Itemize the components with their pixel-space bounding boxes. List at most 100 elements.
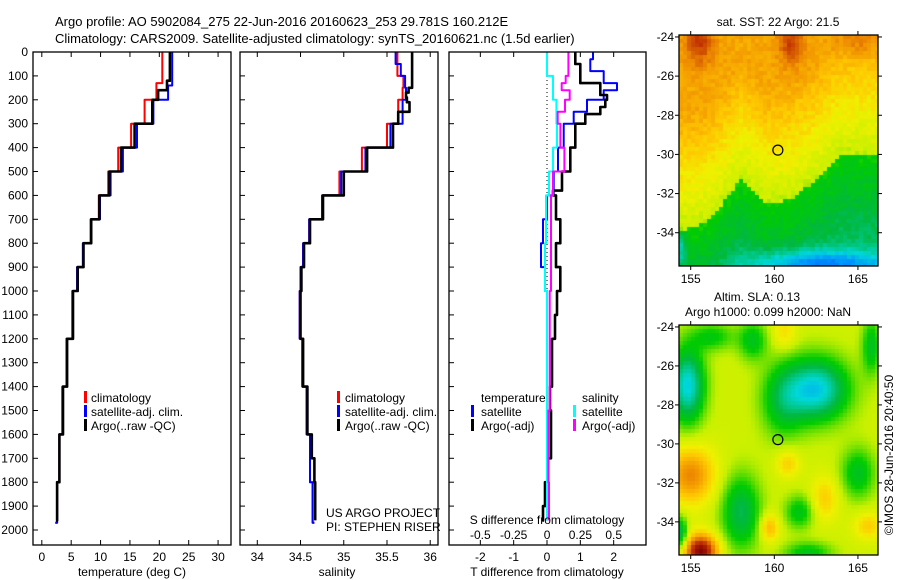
x-tick-label: 15	[123, 550, 137, 564]
lon-tick-label: 155	[681, 561, 701, 575]
profile-line-argo-raw-qc-	[299, 52, 414, 521]
depth-tick-label: 800	[8, 236, 28, 250]
x-tick-label: 20	[153, 550, 167, 564]
lat-tick-label: -24	[657, 30, 675, 44]
depth-tick-label: 900	[8, 260, 28, 274]
depth-tick-label: 1000	[1, 284, 28, 298]
salinity-profile-panel: 34 34.5 35 35.5 36	[239, 51, 439, 564]
t-diff-axis-label: T difference from climatology	[470, 565, 624, 579]
depth-tick-label: 1100	[2, 308, 28, 322]
panel-frame	[32, 51, 232, 546]
lat-tick-label: -26	[657, 69, 675, 83]
lat-tick-label: -24	[657, 320, 675, 334]
legend-swatch-satellite	[84, 405, 87, 417]
depth-tick-label: 600	[8, 188, 28, 202]
depth-tick-label: 1700	[1, 451, 28, 465]
lon-tick-label: 155	[681, 272, 701, 286]
depth-tick-label: 1600	[1, 427, 28, 441]
figure-title-line2: Climatology: CARS2009. Satellite-adjuste…	[55, 31, 575, 46]
project-annotation: US ARGO PROJECT	[326, 506, 441, 520]
depth-tick-label: 1300	[1, 356, 28, 370]
difference-legend: temperature satellite Argo(-adj) salinit…	[471, 391, 635, 433]
sla-map-subtitle: Argo h1000: 0.099 h2000: NaN	[685, 305, 851, 319]
x-tick-label: 2	[610, 550, 617, 564]
panel-frame	[239, 51, 439, 546]
legend-swatch-argo	[84, 419, 87, 431]
legend-swatch-argo	[337, 419, 340, 431]
depth-tick-label: 300	[8, 117, 28, 131]
legend-label: satellite-adj. clim.	[345, 405, 437, 419]
x-tick-label: 30	[211, 550, 225, 564]
depth-tick-label: 1400	[1, 380, 28, 394]
lat-tick-label: -34	[657, 226, 675, 240]
lon-tick-label: 160	[764, 561, 784, 575]
profile-line-climatology	[298, 52, 405, 524]
legend-label: Argo(..raw -QC)	[91, 419, 176, 433]
legend-label: Argo(-adj)	[582, 419, 635, 433]
lat-tick-label: -26	[657, 359, 675, 373]
x-tick-label: 1	[577, 550, 584, 564]
profile-line-t-argo-adj-	[541, 52, 609, 522]
x-tick-label: 35	[337, 550, 351, 564]
lat-tick-label: -28	[657, 398, 675, 412]
legend-label: satellite	[582, 405, 623, 419]
salinity-legend: climatology satellite-adj. clim. Argo(..…	[337, 391, 437, 433]
sst-map	[679, 35, 878, 266]
depth-tick-label: 1900	[1, 499, 28, 513]
s-diff-tick-label: 0.5	[605, 528, 622, 542]
profile-location-marker	[772, 144, 784, 156]
profile-line-satellite-adj-clim-	[55, 52, 174, 524]
series-group	[540, 52, 618, 522]
lon-tick-label: 160	[764, 272, 784, 286]
lat-tick-label: -30	[657, 437, 675, 451]
legend-label: climatology	[345, 391, 405, 405]
legend-swatch-t-satellite	[471, 405, 474, 417]
lat-tick-label: -34	[657, 515, 675, 529]
s-diff-tick-label: 0.25	[569, 528, 593, 542]
legend-heading-temperature: temperature	[481, 391, 546, 405]
sst-map-title: sat. SST: 22 Argo: 21.5	[717, 15, 840, 29]
x-tick-label: 0	[544, 550, 551, 564]
profile-line-t-satellite	[540, 52, 618, 521]
lat-tick-label: -30	[657, 147, 675, 161]
map-frame	[678, 324, 879, 556]
depth-tick-label: 1500	[1, 404, 28, 418]
depth-tick-label: 1800	[1, 475, 28, 489]
legend-swatch-satellite	[337, 405, 340, 417]
x-tick-label: 34	[251, 550, 265, 564]
sla-map-axes: -24 -26 -28 -30 -32 -34 155 160 165	[657, 320, 882, 575]
figure-title-line1: Argo profile: AO 5902084_275 22-Jun-2016…	[55, 14, 509, 29]
difference-profile-panel: -2 -1 0 1 2 -0.5 -0.25 0 0.25 0.5	[448, 51, 647, 564]
legend-swatch-t-argo	[471, 419, 474, 431]
lon-tick-label: 165	[848, 272, 868, 286]
lon-tick-label: 165	[848, 561, 868, 575]
profile-line-argo-raw-qc-	[55, 52, 172, 522]
s-diff-tick-label: 0	[544, 528, 551, 542]
temperature-axis-label: temperature (deg C)	[78, 565, 186, 579]
x-tick-label: -1	[508, 550, 519, 564]
sst-map-axes: -24 -26 -28 -30 -32 -34 155 160 165	[657, 30, 882, 286]
imos-credit: ©IMOS 28-Jun-2016 20:40:50	[882, 375, 896, 536]
map-frame	[678, 34, 879, 267]
s-diff-axis-label: S difference from climatology	[470, 513, 625, 527]
x-tick-label: 25	[182, 550, 196, 564]
legend-label: climatology	[91, 391, 151, 405]
lat-tick-label: -32	[657, 187, 675, 201]
lat-tick-label: -32	[657, 476, 675, 490]
series-group	[298, 52, 414, 524]
legend-label: satellite	[481, 405, 522, 419]
profile-location-marker	[772, 434, 784, 446]
legend-swatch-climatology	[84, 391, 87, 403]
depth-tick-label: 1200	[1, 332, 28, 346]
depth-tick-label: 0	[21, 45, 28, 59]
s-diff-tick-label: -0.5	[470, 528, 491, 542]
sla-map-title: Altim. SLA: 0.13	[714, 290, 800, 304]
x-tick-label: -2	[475, 550, 486, 564]
profile-line-s-argo-adj-	[547, 52, 571, 521]
legend-swatch-s-argo	[573, 419, 576, 431]
salinity-axis-label: salinity	[319, 565, 356, 579]
x-tick-label: 5	[68, 550, 75, 564]
x-tick-label: 35.5	[375, 550, 399, 564]
s-diff-tick-label: -0.25	[500, 528, 528, 542]
